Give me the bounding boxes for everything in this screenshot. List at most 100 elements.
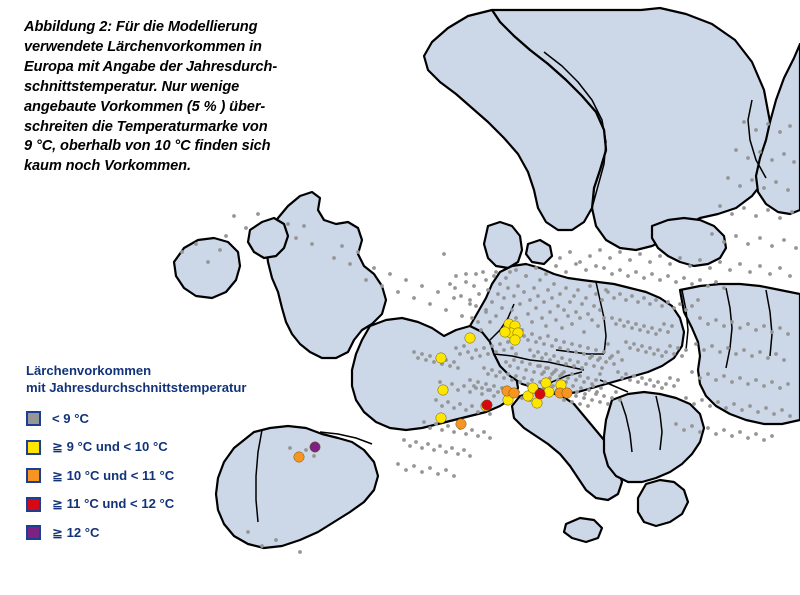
- data-point: [542, 300, 546, 304]
- data-point: [708, 266, 712, 270]
- data-point: [540, 372, 544, 376]
- data-point: [778, 266, 782, 270]
- data-point: [522, 390, 534, 402]
- legend-title-line-0: Lärchenvorkommen: [26, 363, 152, 378]
- data-point: [603, 380, 607, 384]
- caption-line-1: verwendete Lärchenvorkommen in: [24, 38, 262, 55]
- data-point: [527, 382, 539, 394]
- legend-row-1[interactable]: ≧ 9 °C und < 10 °C: [26, 436, 246, 458]
- data-point: [666, 274, 670, 278]
- data-point: [380, 284, 384, 288]
- legend-row-4[interactable]: ≧ 12 °C: [26, 522, 246, 544]
- data-point: [510, 346, 514, 350]
- legend-row-2[interactable]: ≧ 10 °C und < 11 °C: [26, 465, 246, 487]
- data-point: [558, 346, 562, 350]
- data-point: [584, 362, 588, 366]
- data-point: [770, 330, 774, 334]
- data-point: [510, 378, 514, 382]
- caption-line-3: schnittstemperatur. Nur wenige: [24, 78, 240, 95]
- data-point: [698, 258, 702, 262]
- data-point: [706, 426, 710, 430]
- legend-row-0[interactable]: < 9 °C: [26, 408, 246, 430]
- data-point: [728, 268, 732, 272]
- data-point: [634, 322, 638, 326]
- data-point: [518, 380, 522, 384]
- data-point: [620, 358, 624, 362]
- data-point: [726, 346, 730, 350]
- data-point: [774, 352, 778, 356]
- data-point: [590, 398, 594, 402]
- data-point: [614, 322, 618, 326]
- data-point: [678, 302, 682, 306]
- data-point: [738, 376, 742, 380]
- data-point: [464, 280, 468, 284]
- data-point: [578, 316, 582, 320]
- legend-swatch-2: [26, 468, 41, 484]
- data-point: [608, 356, 612, 360]
- data-point: [194, 242, 198, 246]
- data-point: [746, 156, 750, 160]
- data-point: [738, 262, 742, 266]
- data-point: [682, 428, 686, 432]
- data-point: [666, 330, 670, 334]
- data-point: [594, 392, 598, 396]
- caption-line-5: schreiten die Temperaturmarke von: [24, 118, 268, 135]
- data-point: [474, 386, 478, 390]
- data-point: [644, 382, 648, 386]
- data-point: [732, 402, 736, 406]
- data-point: [454, 346, 458, 350]
- data-point: [486, 388, 490, 392]
- data-point: [786, 188, 790, 192]
- data-point: [620, 376, 624, 380]
- data-point: [782, 358, 786, 362]
- data-point: [738, 430, 742, 434]
- data-point: [488, 436, 492, 440]
- data-point: [574, 378, 578, 382]
- data-point: [652, 384, 656, 388]
- data-point: [481, 270, 485, 274]
- border-balkan-1: [619, 397, 633, 453]
- data-point: [492, 274, 496, 278]
- data-point: [478, 354, 482, 358]
- data-point: [758, 350, 762, 354]
- data-point: [570, 372, 574, 376]
- data-point: [766, 356, 770, 360]
- data-point: [766, 122, 770, 126]
- data-point: [583, 392, 587, 396]
- data-point: [596, 324, 600, 328]
- data-point: [690, 370, 694, 374]
- legend-swatch-1: [26, 439, 41, 455]
- data-point: [714, 280, 718, 284]
- data-point: [564, 362, 568, 366]
- data-point: [286, 222, 290, 226]
- data-point: [610, 316, 614, 320]
- data-point: [550, 296, 554, 300]
- data-point: [558, 256, 562, 260]
- data-point: [748, 270, 752, 274]
- data-point: [298, 550, 302, 554]
- data-point: [428, 354, 432, 358]
- data-point: [676, 346, 680, 350]
- data-point: [688, 264, 692, 268]
- data-point: [546, 288, 550, 292]
- data-point: [772, 412, 776, 416]
- data-point: [748, 404, 752, 408]
- legend-row-3[interactable]: ≧ 11 °C und < 12 °C: [26, 493, 246, 515]
- data-point: [716, 400, 720, 404]
- data-point: [586, 404, 590, 408]
- data-point: [514, 268, 518, 272]
- data-point: [538, 336, 542, 340]
- data-point: [402, 438, 406, 442]
- data-point: [562, 308, 566, 312]
- data-point: [436, 472, 440, 476]
- data-point: [730, 380, 734, 384]
- data-point: [498, 342, 502, 346]
- border-balkan-2: [655, 395, 663, 451]
- data-point: [616, 350, 620, 354]
- data-point: [650, 272, 654, 276]
- data-point: [648, 346, 652, 350]
- data-point: [435, 352, 447, 364]
- point-series-1: [435, 318, 567, 424]
- data-point: [532, 354, 536, 358]
- data-point: [556, 304, 560, 308]
